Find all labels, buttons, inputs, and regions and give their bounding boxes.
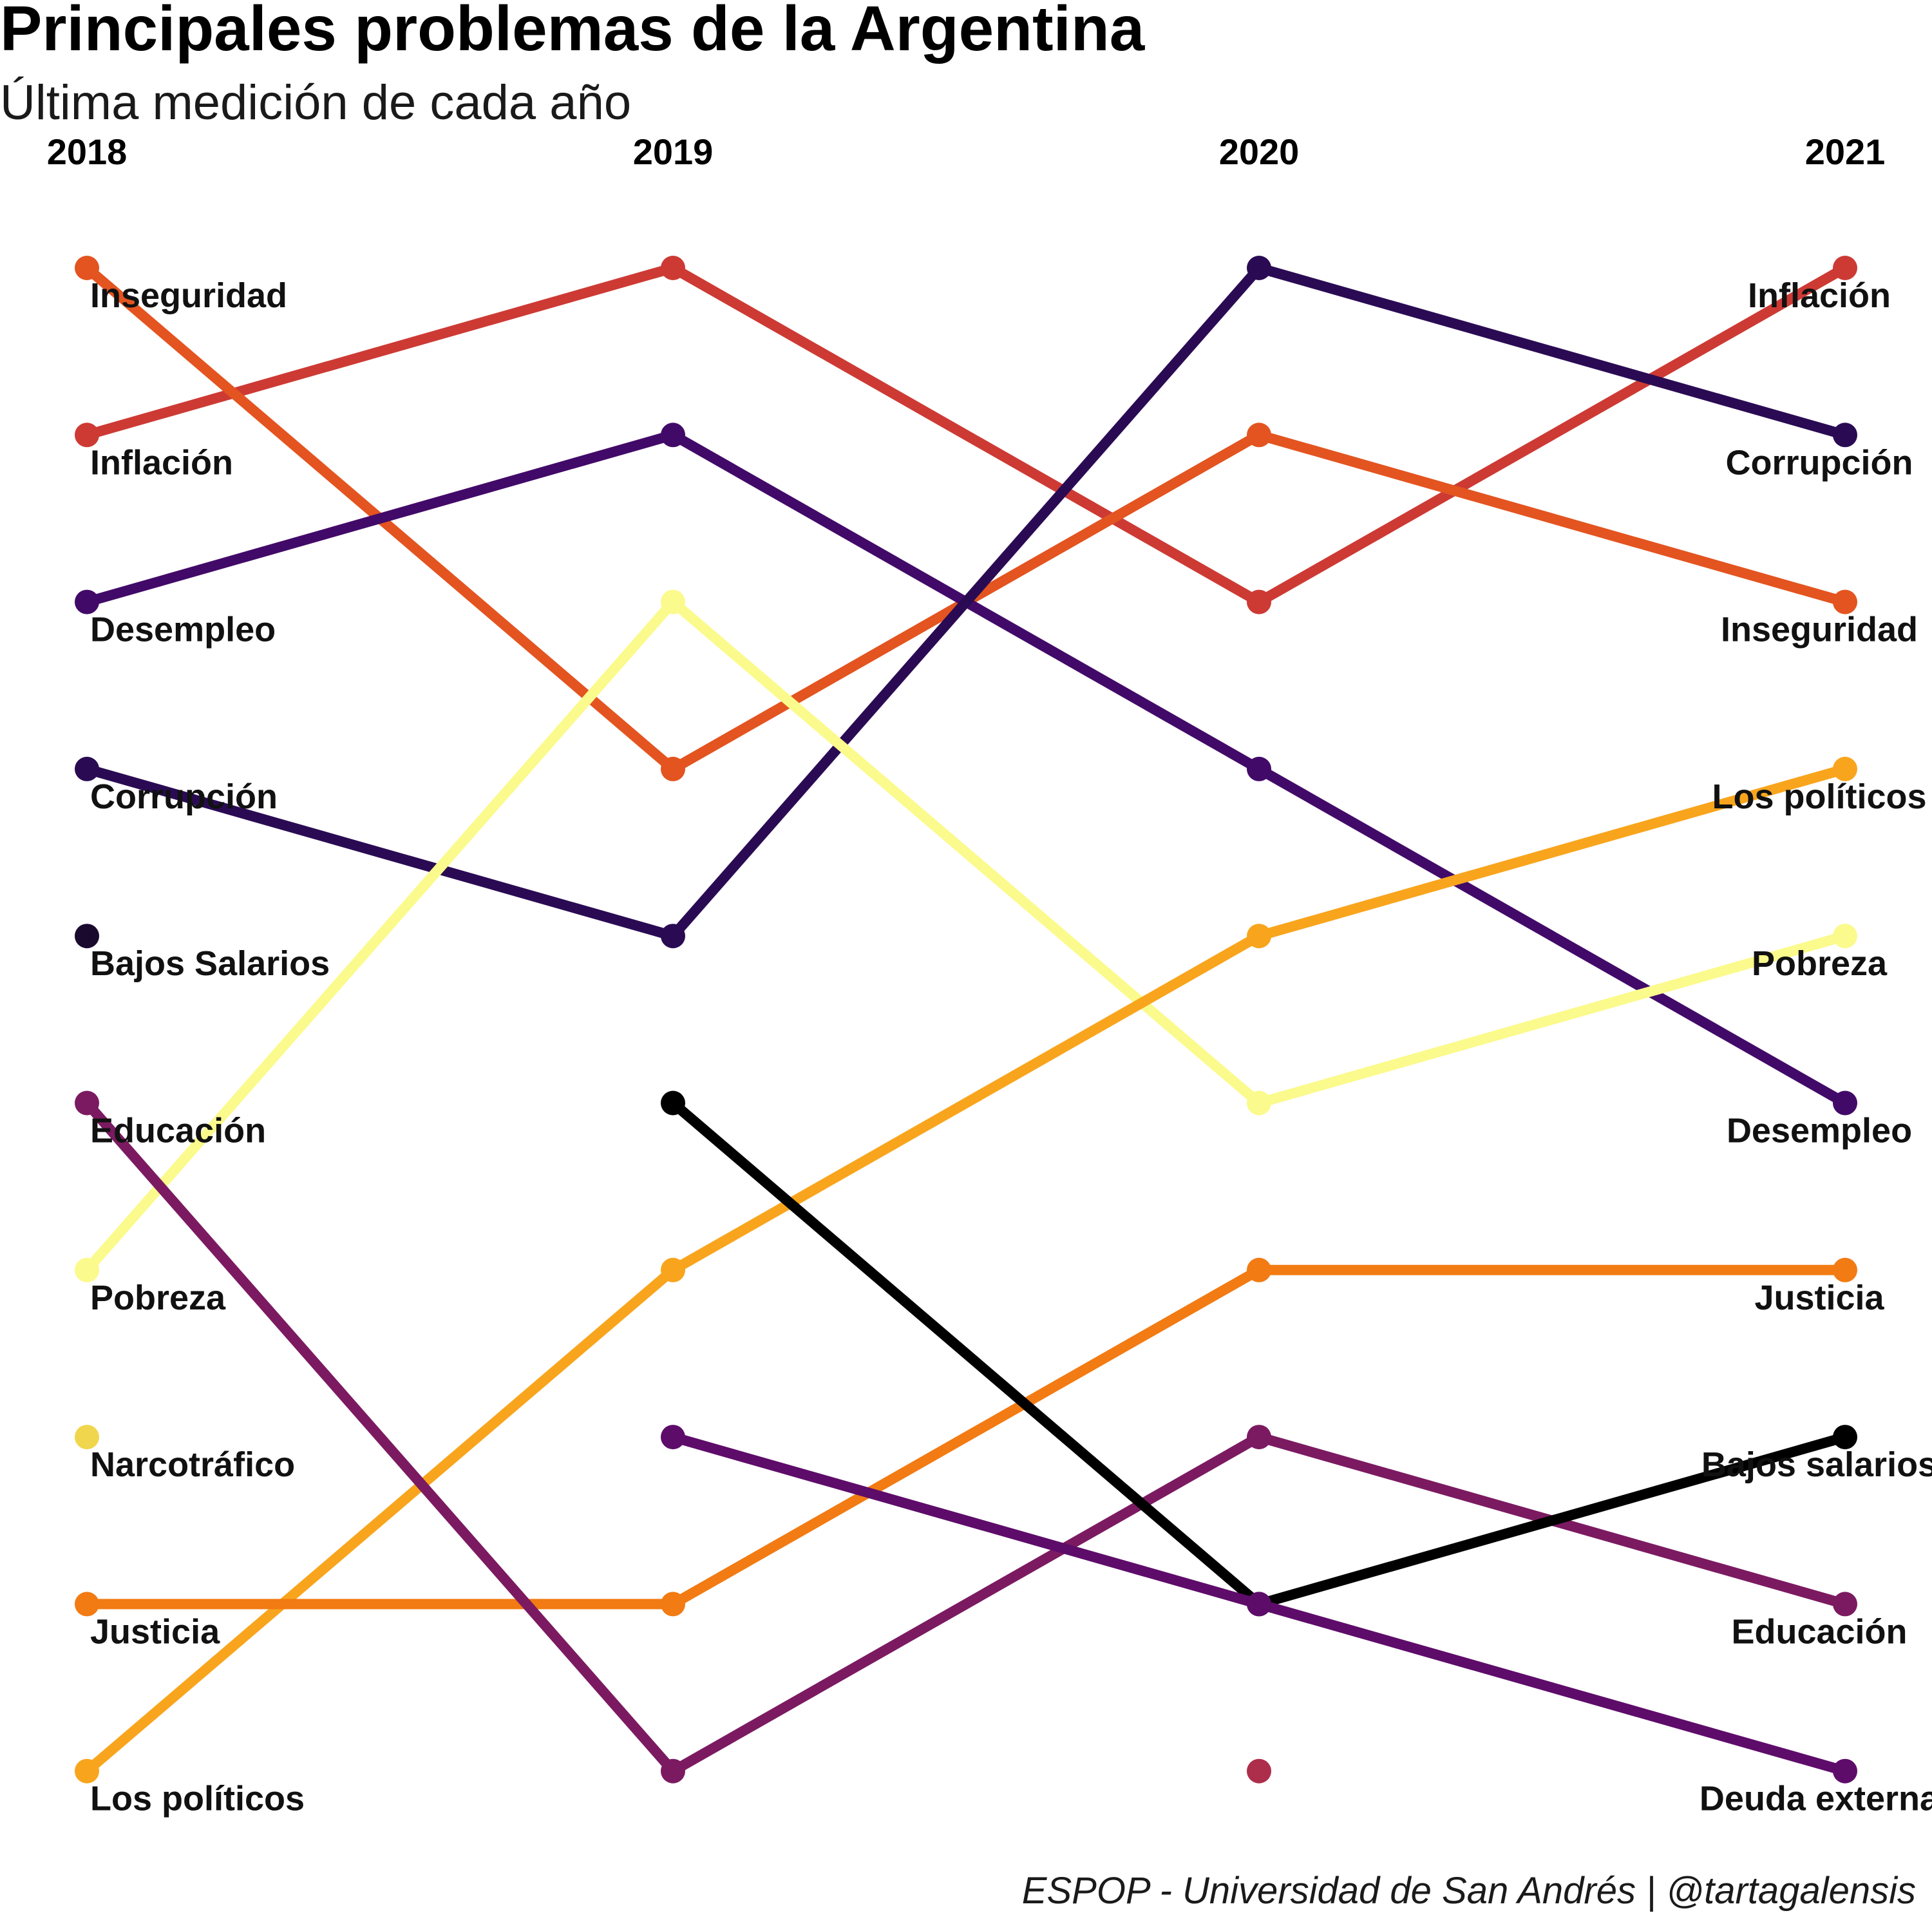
series-12-point-2020	[1247, 1758, 1271, 1784]
label-2021-10: Deuda externa	[1700, 1780, 1932, 1818]
series-10-point-2018	[75, 924, 99, 949]
series-9-segment-2	[1254, 1599, 1850, 1776]
series-5-point-2021	[1833, 756, 1857, 781]
series-9-point-2019	[661, 1425, 685, 1450]
label-2021-7: Justicia	[1754, 1279, 1884, 1317]
series-points	[75, 256, 1857, 1784]
series-lines	[82, 263, 1850, 1776]
series-9-point-2020	[1247, 1592, 1271, 1617]
series-0-point-2021	[1833, 256, 1857, 280]
series-0-segment-2	[1254, 263, 1850, 607]
series-1-segment-2	[1254, 430, 1850, 607]
label-2021-8: Bajos salarios	[1701, 1445, 1932, 1484]
series-7-segment-1	[668, 1432, 1264, 1776]
series-5-point-2020	[1247, 924, 1271, 949]
series-4-segment-1	[668, 596, 1264, 1108]
series-9-segment-1	[668, 1432, 1264, 1610]
year-label-2019: 2019	[633, 131, 714, 172]
series-3-point-2019	[661, 924, 685, 949]
label-2018-5: Bajos Salarios	[90, 944, 330, 983]
series-4-point-2020	[1247, 1090, 1271, 1116]
series-3-point-2020	[1247, 256, 1271, 280]
label-2021-9: Educación	[1731, 1612, 1907, 1651]
series-4-segment-2	[1254, 931, 1850, 1108]
label-2018-1: Inseguridad	[90, 276, 287, 315]
year-label-2018: 2018	[47, 131, 128, 172]
series-3-point-2021	[1833, 423, 1857, 448]
series-2-point-2020	[1247, 756, 1271, 781]
series-2-point-2018	[75, 589, 99, 614]
series-2-point-2019	[661, 423, 685, 448]
year-labels: 2018 2019 2020 2021	[47, 131, 1886, 172]
series-3-segment-0	[82, 763, 678, 942]
series-6-point-2021	[1833, 1257, 1857, 1282]
series-0-segment-0	[82, 263, 678, 441]
label-2021-4: Los políticos	[1712, 777, 1926, 816]
series-7-point-2020	[1247, 1425, 1271, 1450]
series-0-segment-1	[668, 263, 1264, 607]
series-11-point-2018	[75, 1425, 99, 1450]
series-7-point-2018	[75, 1090, 99, 1116]
series-2-segment-2	[1254, 763, 1850, 1108]
series-8-point-2019	[661, 1090, 685, 1116]
chart-title: Principales problemas de la Argentina	[0, 0, 1146, 64]
series-4-point-2019	[661, 589, 685, 614]
series-1-point-2021	[1833, 589, 1857, 614]
series-7-segment-0	[82, 1098, 678, 1776]
series-2-segment-0	[82, 430, 678, 607]
series-8-point-2021	[1833, 1425, 1857, 1450]
series-7-point-2019	[661, 1758, 685, 1784]
series-6-segment-1	[668, 1264, 1264, 1610]
label-2018-10: Los políticos	[90, 1780, 305, 1818]
series-5-segment-2	[1254, 763, 1850, 942]
label-2018-3: Desempleo	[90, 611, 276, 649]
series-0-point-2019	[661, 256, 685, 280]
series-1-point-2020	[1247, 423, 1271, 448]
series-2-point-2021	[1833, 1090, 1857, 1116]
series-3-point-2018	[75, 756, 99, 781]
series-6-point-2018	[75, 1592, 99, 1617]
chart-caption: ESPOP - Universidad de San Andrés | @tar…	[1022, 1870, 1916, 1912]
label-2018-7: Pobreza	[90, 1279, 226, 1317]
label-2021-5: Pobreza	[1752, 944, 1888, 983]
label-2018-6: Educación	[90, 1112, 266, 1150]
series-9-point-2021	[1833, 1758, 1857, 1784]
series-5-point-2019	[661, 1257, 685, 1282]
series-4-segment-0	[82, 596, 678, 1275]
series-4-point-2021	[1833, 924, 1857, 949]
label-2021-2: Corrupción	[1726, 443, 1913, 482]
series-0-point-2018	[75, 423, 99, 448]
problem-labels: Inseguridad Inflación Desempleo Corrupción B…	[90, 276, 1932, 1818]
label-2018-9: Justicia	[90, 1612, 220, 1651]
series-6-point-2019	[661, 1592, 685, 1617]
series-7-point-2021	[1833, 1592, 1857, 1617]
series-1-point-2018	[75, 256, 99, 280]
series-6-point-2020	[1247, 1257, 1271, 1282]
label-2018-2: Inflación	[90, 443, 233, 482]
series-3-segment-1	[668, 263, 1264, 942]
series-5-segment-0	[82, 1264, 678, 1776]
series-1-point-2019	[661, 756, 685, 781]
series-8-segment-1	[668, 1098, 1264, 1610]
chart-subtitle: Última medición de cada año	[0, 75, 631, 130]
series-8-segment-2	[1254, 1432, 1850, 1610]
label-2021-1: Inflación	[1748, 276, 1891, 315]
series-3-segment-2	[1254, 263, 1850, 441]
series-4-point-2018	[75, 1257, 99, 1282]
label-2018-8: Narcotráfico	[90, 1445, 295, 1484]
series-0-point-2020	[1247, 589, 1271, 614]
year-label-2021: 2021	[1805, 131, 1886, 172]
series-5-segment-1	[668, 931, 1264, 1275]
year-label-2020: 2020	[1219, 131, 1300, 172]
label-2018-4: Corrupción	[90, 777, 278, 816]
label-2021-3: Inseguridad	[1721, 611, 1918, 649]
label-2021-6: Desempleo	[1727, 1112, 1912, 1150]
series-5-point-2018	[75, 1758, 99, 1784]
